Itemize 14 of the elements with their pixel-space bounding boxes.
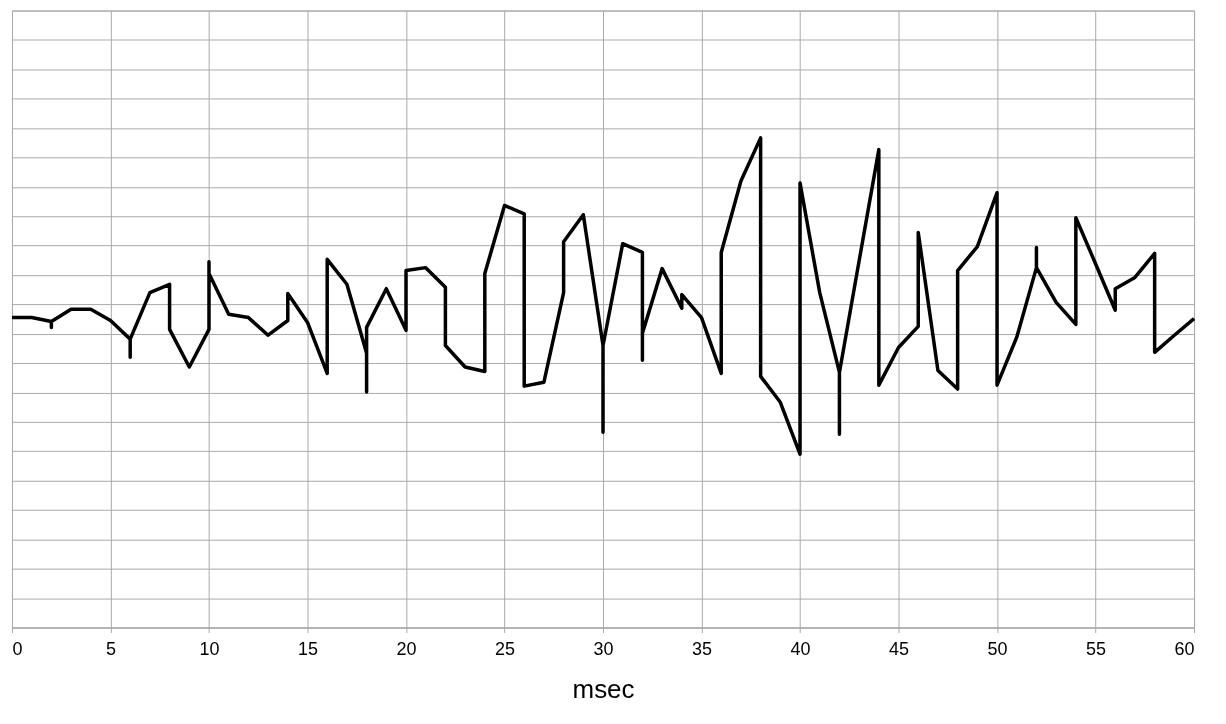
x-tick-label: 40 xyxy=(790,639,811,660)
x-tick-label: 15 xyxy=(298,639,318,660)
x-tick-label: 0 xyxy=(12,639,23,660)
x-tick-label: 55 xyxy=(1086,639,1107,660)
x-tick-label: 5 xyxy=(105,639,116,660)
x-tick-label: 25 xyxy=(495,639,516,660)
x-tick-label: 30 xyxy=(593,639,614,660)
x-tick-label: 35 xyxy=(692,639,713,660)
x-axis-title: msec xyxy=(572,674,635,703)
x-tick-label: 50 xyxy=(987,639,1008,660)
x-tick-label: 60 xyxy=(1174,639,1195,660)
x-tick-label: 20 xyxy=(396,639,417,660)
x-tick-label: 45 xyxy=(889,639,910,660)
x-tick-label: 10 xyxy=(199,639,220,660)
